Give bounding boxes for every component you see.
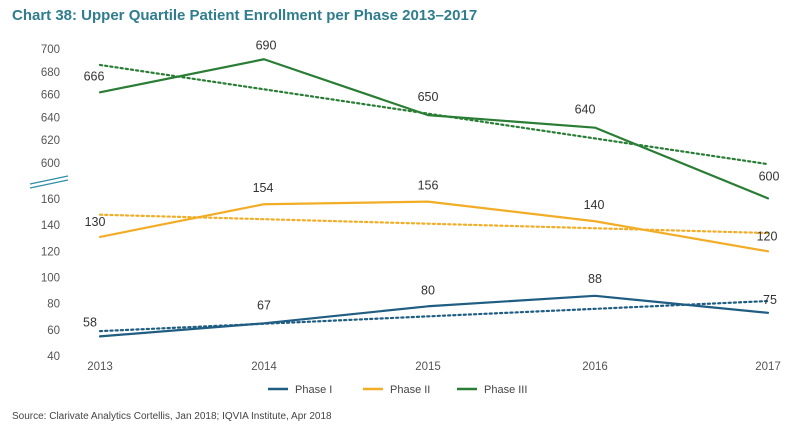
axis-break-marker [29, 175, 69, 189]
y-tick-140: 140 [41, 220, 60, 232]
chart-title: Chart 38: Upper Quartile Patient Enrollm… [12, 7, 478, 24]
data-labels: 58 67 80 88 75 130 154 156 140 120 666 690 650 640 600 [83, 38, 779, 329]
x-tick-2014: 2014 [251, 361, 277, 373]
y-tick-100: 100 [41, 273, 60, 285]
phase-ii-label-2014: 154 [253, 181, 274, 195]
phase-ii-trendline [98, 213, 770, 235]
phase-i-label-2013: 58 [83, 315, 97, 329]
y-tick-700: 700 [41, 44, 60, 56]
axis-break-line-2 [29, 179, 69, 189]
legend: Phase I Phase II Phase III [268, 384, 527, 396]
phase-ii-line [98, 200, 770, 253]
data-series [98, 58, 770, 338]
y-tick-680: 680 [41, 67, 60, 79]
y-tick-60: 60 [47, 325, 60, 337]
legend-label-phase-ii: Phase II [390, 384, 430, 396]
y-tick-600: 600 [41, 158, 60, 170]
y-tick-40: 40 [47, 351, 60, 363]
y-tick-160: 160 [41, 194, 60, 206]
phase-i-label-2016: 88 [588, 272, 602, 286]
y-tick-620: 620 [41, 135, 60, 147]
phase-iii-label-2017: 600 [759, 169, 780, 183]
legend-label-phase-iii: Phase III [484, 384, 527, 396]
x-tick-2013: 2013 [87, 361, 113, 373]
y-tick-120: 120 [41, 246, 60, 258]
x-tick-2016: 2016 [582, 361, 608, 373]
phase-i-trendline [98, 299, 770, 333]
phase-ii-label-2013: 130 [85, 215, 106, 229]
y-tick-640: 640 [41, 112, 60, 124]
phase-ii-label-2016: 140 [584, 198, 605, 212]
phase-iii-label-2014: 690 [256, 38, 277, 52]
y-axis: 600 620 640 660 680 700 40 60 80 100 120 140 160 [41, 44, 60, 363]
y-tick-80: 80 [47, 299, 60, 311]
legend-label-phase-i: Phase I [295, 384, 332, 396]
phase-i-line [98, 294, 770, 338]
phase-i-label-2017: 75 [763, 293, 777, 307]
x-axis: 2013 2014 2015 2016 2017 [87, 361, 781, 373]
phase-iii-label-2013: 666 [84, 69, 105, 83]
phase-iii-line [98, 58, 770, 200]
source-note: Source: Clarivate Analytics Cortellis, J… [12, 411, 332, 422]
x-tick-2017: 2017 [755, 361, 781, 373]
phase-iii-label-2015: 650 [418, 90, 439, 104]
x-tick-2015: 2015 [415, 361, 441, 373]
phase-ii-label-2015: 156 [418, 179, 439, 193]
phase-i-label-2014: 67 [257, 298, 271, 312]
axis-break-line-1 [29, 175, 69, 185]
phase-ii-label-2017: 120 [757, 229, 778, 243]
y-tick-660: 660 [41, 90, 60, 102]
phase-i-label-2015: 80 [421, 283, 435, 297]
phase-iii-label-2016: 640 [575, 103, 596, 117]
